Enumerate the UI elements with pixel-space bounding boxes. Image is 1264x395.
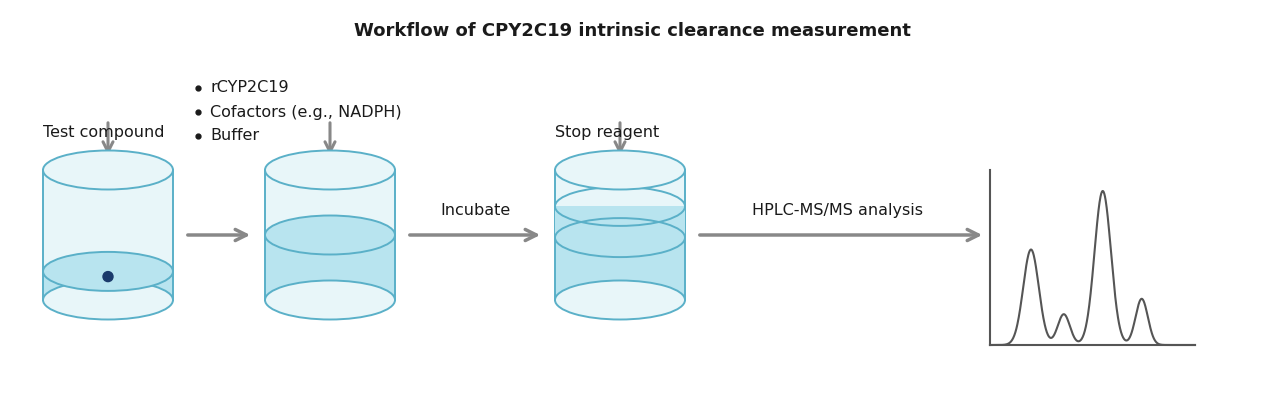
Text: HPLC-MS/MS analysis: HPLC-MS/MS analysis <box>752 203 923 218</box>
Ellipse shape <box>555 218 685 257</box>
Bar <box>555 207 685 238</box>
Text: Cofactors (e.g., NADPH): Cofactors (e.g., NADPH) <box>210 105 402 120</box>
Bar <box>555 170 685 300</box>
Circle shape <box>102 272 112 282</box>
Ellipse shape <box>265 150 394 190</box>
Text: Buffer: Buffer <box>210 128 259 143</box>
Text: Incubate: Incubate <box>440 203 511 218</box>
Bar <box>555 238 685 300</box>
Text: Workflow of CPY2C19 intrinsic clearance measurement: Workflow of CPY2C19 intrinsic clearance … <box>354 22 910 40</box>
Ellipse shape <box>555 280 685 320</box>
Text: Stop reagent: Stop reagent <box>555 125 660 140</box>
Ellipse shape <box>43 150 173 190</box>
Bar <box>43 170 173 300</box>
Ellipse shape <box>555 150 685 190</box>
Bar <box>43 271 173 300</box>
Bar <box>265 170 394 300</box>
Text: rCYP2C19: rCYP2C19 <box>210 81 288 96</box>
Text: Test compound: Test compound <box>43 125 164 140</box>
Ellipse shape <box>43 280 173 320</box>
Ellipse shape <box>265 216 394 254</box>
Bar <box>265 235 394 300</box>
Ellipse shape <box>43 252 173 291</box>
Ellipse shape <box>265 280 394 320</box>
